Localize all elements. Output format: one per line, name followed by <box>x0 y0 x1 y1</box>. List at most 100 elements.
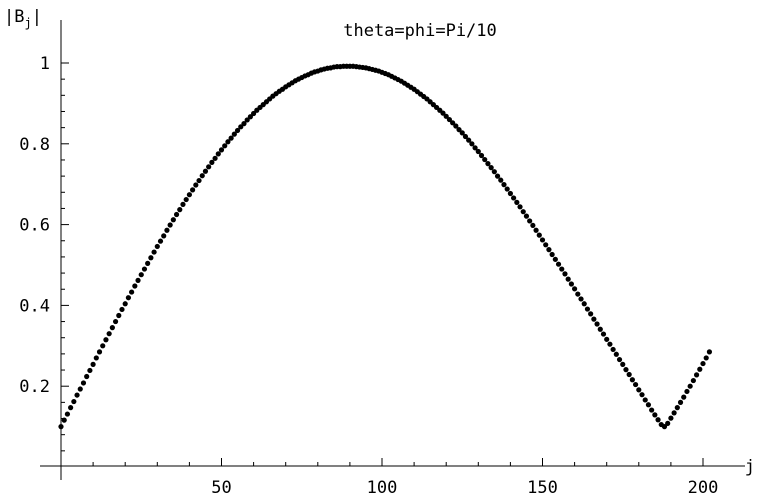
data-point <box>170 217 176 223</box>
data-point <box>677 399 684 405</box>
data-point <box>462 133 469 140</box>
data-point <box>61 417 67 423</box>
data-point <box>671 410 677 416</box>
data-point <box>450 120 456 126</box>
data-point <box>613 351 619 357</box>
data-point <box>148 255 154 261</box>
y-axis-label: |Bj| <box>4 7 42 30</box>
data-point <box>218 147 225 153</box>
data-point <box>469 141 475 147</box>
data-point <box>183 196 189 203</box>
data-point <box>157 238 164 244</box>
data-point <box>206 164 212 170</box>
data-point <box>549 251 555 258</box>
data-point <box>533 227 539 233</box>
data-point <box>222 143 228 149</box>
x-tick-label: 100 <box>367 478 398 498</box>
data-point <box>559 266 565 272</box>
data-point <box>456 127 462 133</box>
data-point <box>119 306 125 313</box>
data-point <box>109 325 115 331</box>
data-point <box>620 361 626 367</box>
y-axis-label-base: B <box>14 7 24 27</box>
data-point <box>623 367 629 373</box>
x-tick-label: 200 <box>688 478 719 498</box>
data-point <box>93 355 99 361</box>
data-point <box>209 159 215 165</box>
y-tick-label: 0.2 <box>19 377 50 397</box>
data-point <box>636 387 642 393</box>
data-point <box>578 296 584 302</box>
data-point <box>674 405 680 411</box>
data-point <box>575 291 581 297</box>
data-point <box>440 110 446 116</box>
data-point <box>84 373 90 380</box>
data-point <box>90 361 96 367</box>
data-point <box>584 306 591 312</box>
data-point <box>681 394 687 400</box>
data-point <box>64 411 71 417</box>
data-point <box>684 388 690 395</box>
y-tick-label: 0.8 <box>19 135 50 155</box>
data-point <box>504 186 510 192</box>
axes: 50 100 150 200 0.2 0.4 0.6 0.8 1 <box>19 20 745 498</box>
data-point <box>100 343 106 349</box>
data-point <box>251 110 257 117</box>
y-axis-label-bar-right: | <box>32 7 42 27</box>
data-point <box>212 155 218 161</box>
data-point <box>138 272 144 278</box>
data-point <box>453 123 459 129</box>
data-point <box>129 289 135 295</box>
data-point <box>555 261 562 267</box>
data-point <box>199 173 205 179</box>
data-point <box>581 301 587 307</box>
data-point <box>639 392 645 398</box>
data-point <box>520 209 526 215</box>
data-point <box>604 336 610 342</box>
data-point <box>238 124 244 130</box>
data-point <box>478 152 485 159</box>
data-point <box>145 260 151 266</box>
data-point <box>697 366 703 372</box>
svg-text:|Bj|: |Bj| <box>4 7 42 30</box>
data-point <box>71 398 77 405</box>
x-tick-label: 50 <box>211 478 231 498</box>
data-point <box>241 121 247 127</box>
data-point <box>116 312 122 319</box>
data-point <box>523 213 530 219</box>
data-point <box>690 377 696 384</box>
y-axis-label-bar-left: | <box>4 7 14 27</box>
y-tick-label: 1 <box>40 54 50 74</box>
data-point <box>151 249 157 255</box>
data-point <box>491 169 497 175</box>
data-point <box>626 371 632 378</box>
y-tick-label: 0.6 <box>19 216 50 236</box>
data-point <box>568 281 574 287</box>
data-point <box>668 415 674 421</box>
data-point <box>700 360 706 367</box>
data-point <box>193 182 199 188</box>
data-point <box>141 266 148 272</box>
data-point <box>180 201 186 207</box>
data-point <box>655 417 661 423</box>
data-point <box>164 227 170 233</box>
data-point <box>645 402 652 408</box>
data-point <box>687 383 693 389</box>
data-point <box>501 182 507 188</box>
data-point <box>231 131 237 137</box>
data-point <box>632 381 639 388</box>
x-tick-label: 150 <box>527 478 558 498</box>
data-point <box>244 117 250 123</box>
data-point <box>58 424 64 430</box>
data-point <box>543 242 549 248</box>
data-point <box>161 233 167 239</box>
data-point <box>610 346 616 353</box>
data-point <box>597 326 603 332</box>
data-point <box>482 156 488 163</box>
data-point <box>507 190 513 197</box>
data-point <box>112 318 119 325</box>
data-point <box>527 218 533 224</box>
data-point <box>494 173 501 179</box>
data-point <box>703 355 709 361</box>
